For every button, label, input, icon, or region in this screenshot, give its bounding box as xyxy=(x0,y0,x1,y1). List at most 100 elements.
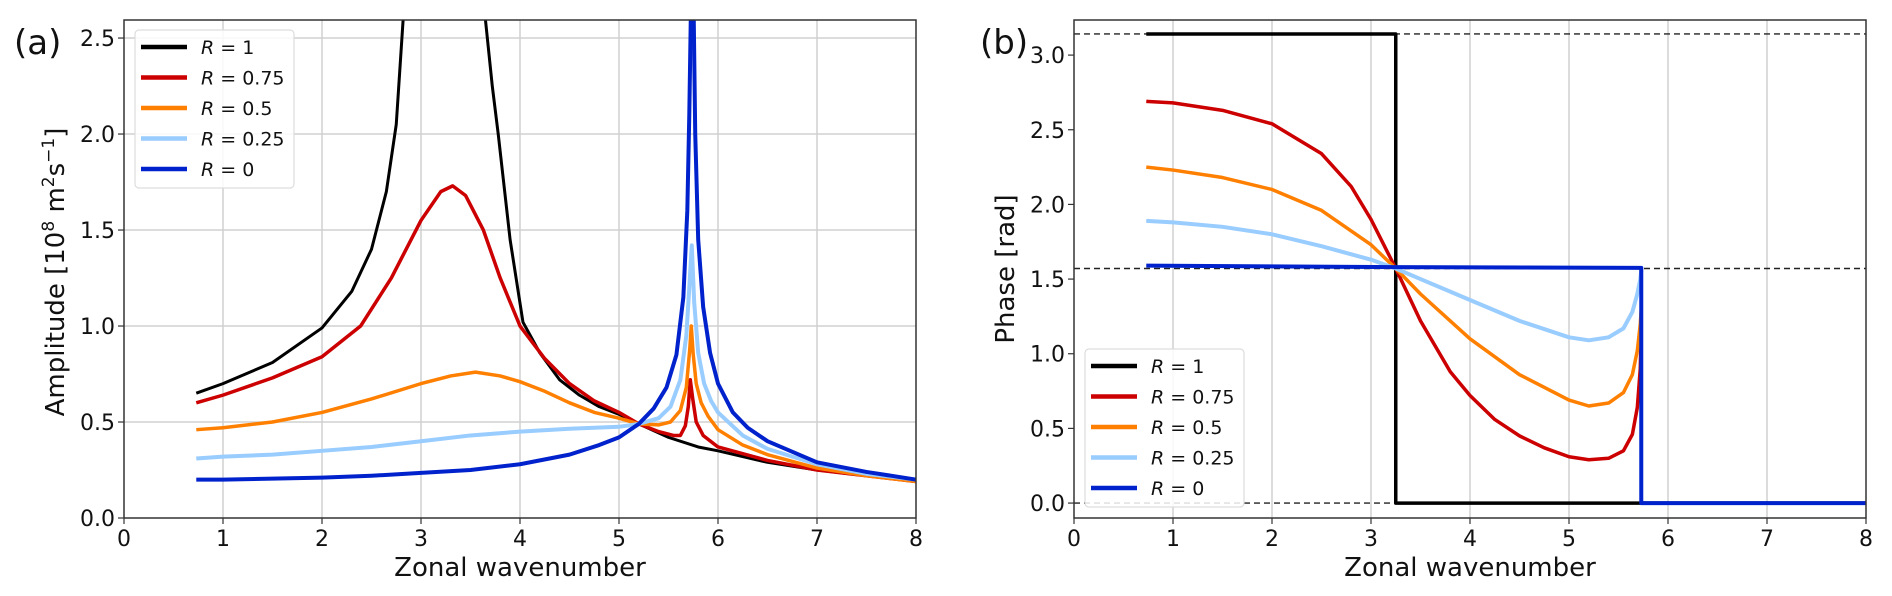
legend-symbol: R xyxy=(201,159,214,181)
x-ticks: 0 1 2 3 4 5 6 7 8 xyxy=(117,518,923,552)
legend-label: R = 0.5 xyxy=(1151,417,1222,439)
phase-panel: 0 1 2 3 4 5 6 7 8 0.0 0.5 1.0 1.5 2.0 2.5 3.0 (b) Zona… xyxy=(980,19,1873,583)
x-tick-label: 3 xyxy=(1364,527,1378,552)
y-tick-label: 3.0 xyxy=(1030,44,1065,69)
legend-box xyxy=(1084,348,1245,508)
legend-value: = 0.25 xyxy=(214,129,284,151)
series-line xyxy=(196,243,916,482)
legend-symbol: R xyxy=(201,98,214,120)
x-tick-label: 8 xyxy=(1859,527,1873,552)
y-label-unit-m: m xyxy=(41,187,71,221)
legend-item: R = 0.25 xyxy=(1091,448,1235,470)
x-tick-label: 6 xyxy=(1661,527,1675,552)
legend-label: R = 0 xyxy=(201,159,254,181)
y-ticks: 0.0 0.5 1.0 1.5 2.0 2.5 3.0 xyxy=(1030,44,1074,517)
y-label-main: Amplitude [10 xyxy=(41,232,71,417)
x-tick-label: 7 xyxy=(1760,527,1774,552)
x-tick-label: 7 xyxy=(810,527,824,552)
x-tick-label: 0 xyxy=(1067,527,1081,552)
legend-value: = 0.75 xyxy=(1164,387,1234,409)
legend-symbol: R xyxy=(201,37,214,59)
legend-value: = 0.25 xyxy=(1164,448,1234,470)
x-tick-label: 5 xyxy=(612,527,626,552)
legend-item: R = 0.5 xyxy=(141,98,272,120)
legend-symbol: R xyxy=(201,68,214,90)
y-tick-label: 1.0 xyxy=(1030,343,1065,368)
panel-label: (a) xyxy=(14,23,61,63)
legend-item: R = 0.5 xyxy=(1091,417,1222,439)
y-label-unit-s: s xyxy=(41,163,71,177)
y-label-sup-minus1: −1 xyxy=(39,138,59,163)
y-tick-label: 0.0 xyxy=(80,507,115,532)
y-label-sup-8: 8 xyxy=(39,221,59,232)
x-tick-label: 6 xyxy=(711,527,725,552)
y-tick-label: 2.0 xyxy=(1030,193,1065,218)
series-line xyxy=(195,20,405,395)
legend-symbol: R xyxy=(1151,356,1164,378)
x-tick-label: 2 xyxy=(1265,527,1279,552)
series-line xyxy=(1146,263,1866,506)
x-tick-label: 2 xyxy=(315,527,329,552)
legend-value: = 0.5 xyxy=(214,98,272,120)
legend-label: R = 1 xyxy=(1151,356,1204,378)
legend-symbol: R xyxy=(1151,417,1164,439)
legend-label: R = 0.25 xyxy=(201,129,285,151)
y-axis-label: Phase [rad] xyxy=(991,194,1021,343)
x-tick-label: 0 xyxy=(117,527,131,552)
legend-symbol: R xyxy=(1151,448,1164,470)
y-tick-label: 1.0 xyxy=(80,315,115,340)
x-axis-label: Zonal wavenumber xyxy=(1344,553,1596,583)
series-line xyxy=(196,324,916,484)
x-tick-label: 3 xyxy=(414,527,428,552)
legend-item: R = 0 xyxy=(1091,478,1204,500)
y-tick-label: 1.5 xyxy=(80,219,115,244)
series-line xyxy=(691,20,916,482)
legend: R = 1R = 0.75R = 0.5R = 0.25R = 0 xyxy=(1084,348,1245,508)
legend-symbol: R xyxy=(1151,478,1164,500)
y-tick-label: 2.5 xyxy=(1030,119,1065,144)
series-line xyxy=(1146,165,1644,408)
curves xyxy=(195,20,916,484)
legend-symbol: R xyxy=(1151,387,1164,409)
y-tick-label: 2.5 xyxy=(80,27,115,52)
legend-value: = 0.75 xyxy=(214,68,284,90)
legend-value: = 0.5 xyxy=(1164,417,1222,439)
legend-label: R = 0.75 xyxy=(1151,387,1235,409)
legend-value: = 0 xyxy=(214,159,254,181)
y-tick-label: 0.5 xyxy=(1030,417,1065,442)
y-label-end: ] xyxy=(41,128,71,138)
legend-item: R = 0.75 xyxy=(141,68,285,90)
legend-symbol: R xyxy=(201,129,214,151)
x-tick-label: 1 xyxy=(216,527,230,552)
x-ticks: 0 1 2 3 4 5 6 7 8 xyxy=(1067,518,1873,552)
y-tick-label: 0.5 xyxy=(80,411,115,436)
y-axis-label: Amplitude [108 m2s−1] xyxy=(39,128,71,417)
legend-item: R = 0 xyxy=(141,159,254,181)
legend-item: R = 0.75 xyxy=(1091,387,1235,409)
y-tick-label: 2.0 xyxy=(80,123,115,148)
legend-value: = 0 xyxy=(1164,478,1204,500)
x-axis-label: Zonal wavenumber xyxy=(394,553,646,583)
grid xyxy=(124,20,916,518)
legend-label: R = 0.75 xyxy=(201,68,285,90)
legend-label: R = 0 xyxy=(1151,478,1204,500)
series-line xyxy=(196,20,693,482)
amplitude-panel: 0 1 2 3 4 5 6 7 8 0.0 0.5 1.0 1.5 2.0 2.5 (a) Zonal w… xyxy=(14,19,923,583)
legend-box xyxy=(134,29,295,189)
y-label-sup-2: 2 xyxy=(39,176,59,187)
legend-label: R = 0.5 xyxy=(201,98,272,120)
legend-item: R = 1 xyxy=(1091,356,1204,378)
x-tick-label: 4 xyxy=(1463,527,1477,552)
legend-label: R = 1 xyxy=(201,37,254,59)
legend-item: R = 1 xyxy=(141,37,254,59)
legend: R = 1R = 0.75R = 0.5R = 0.25R = 0 xyxy=(134,29,295,189)
series-line xyxy=(1146,218,1644,343)
x-tick-label: 5 xyxy=(1562,527,1576,552)
x-tick-label: 4 xyxy=(513,527,527,552)
legend-label: R = 0.25 xyxy=(1151,448,1235,470)
series-line xyxy=(1146,99,1644,462)
y-tick-label: 1.5 xyxy=(1030,268,1065,293)
legend-value: = 1 xyxy=(214,37,254,59)
x-tick-label: 1 xyxy=(1166,527,1180,552)
